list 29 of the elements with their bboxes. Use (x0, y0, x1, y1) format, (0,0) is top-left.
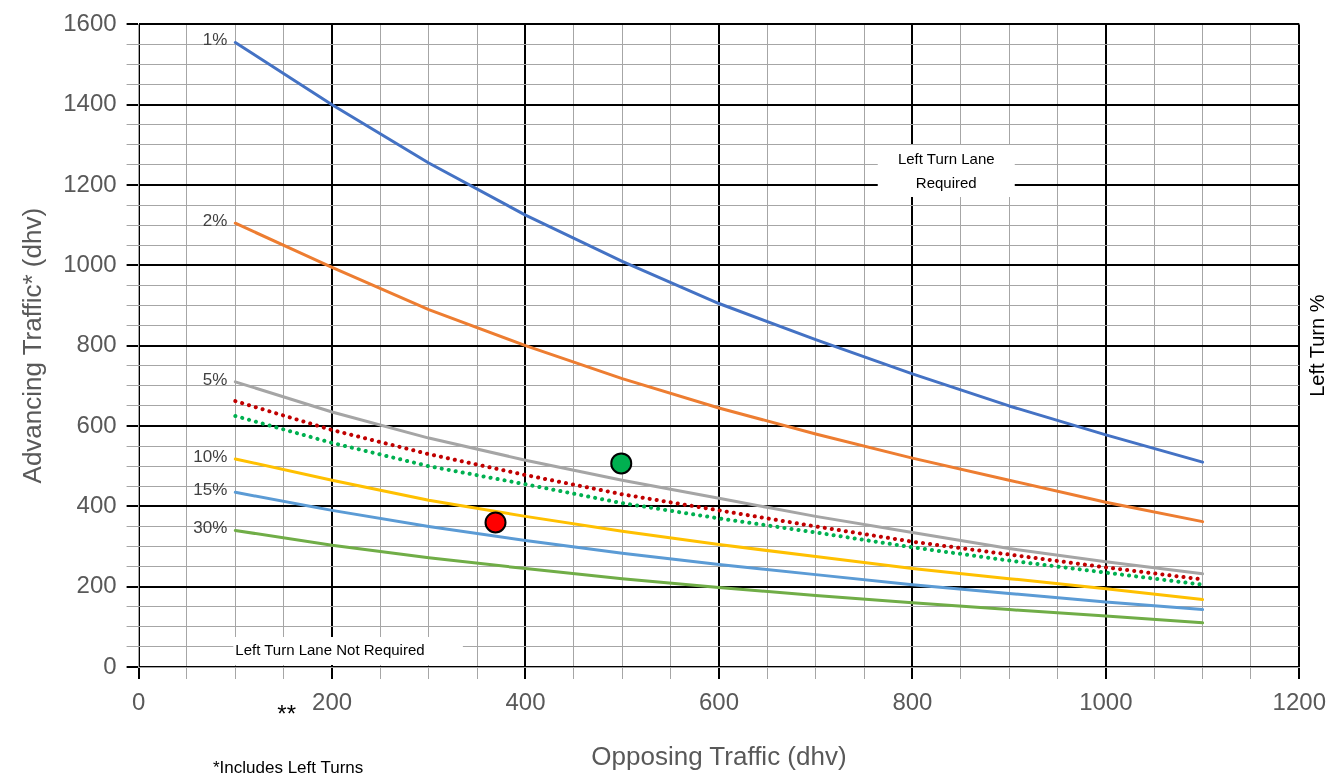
x-tick-label: 600 (698, 688, 739, 716)
series-label: 1% (202, 30, 228, 50)
series-label: 5% (202, 369, 228, 389)
x-tick-label: 1200 (1272, 688, 1326, 716)
series-label: 15% (193, 479, 228, 499)
y2-axis-title: Left Turn % (1305, 294, 1328, 397)
y-tick-label: 400 (76, 490, 117, 518)
y-tick-label: 1000 (63, 250, 117, 277)
x-tick-label: 1000 (1079, 688, 1133, 716)
x-axis-title: Opposing Traffic (dhv) (591, 740, 847, 771)
y-tick-label: 800 (76, 330, 117, 358)
text: ** (277, 699, 297, 727)
x-tick-label: 800 (892, 688, 933, 716)
x-tick-label: 200 (312, 688, 353, 716)
y-tick-label: 1200 (63, 169, 117, 197)
x-tick-label: 0 (131, 688, 146, 716)
series-label: 30% (193, 518, 228, 538)
annotation: Left Turn Lane Required (897, 150, 995, 192)
y-tick-label: 200 (76, 571, 117, 599)
y-tick-label: 1600 (63, 9, 117, 37)
text: *Includes Left Turns (213, 757, 364, 777)
x-tick-label: 400 (505, 688, 546, 716)
y-axis-title: Advancing Traffic* (dhv) (16, 207, 47, 484)
series-label: 10% (193, 446, 228, 466)
series-label: 2% (202, 210, 228, 230)
y-tick-label: 600 (76, 410, 117, 438)
annotation: Left Turn Lane Not Required (235, 641, 425, 659)
y-tick-label: 1400 (63, 89, 117, 117)
y-tick-label: 0 (103, 651, 117, 679)
